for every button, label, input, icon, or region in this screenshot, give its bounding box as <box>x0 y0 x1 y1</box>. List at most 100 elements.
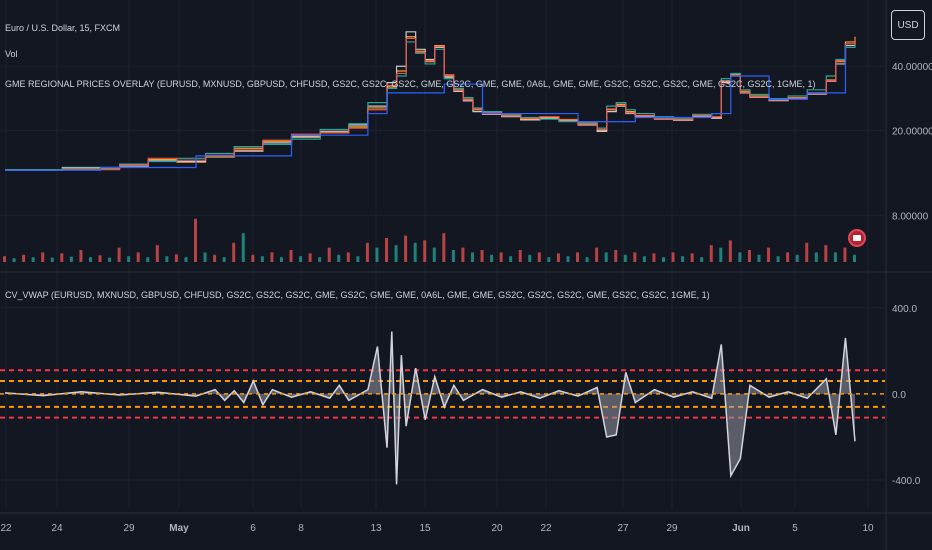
time-axis-tick-label: May <box>169 523 189 534</box>
price-series-line <box>5 31 856 171</box>
volume-bar <box>260 256 264 262</box>
price-series-line <box>5 36 856 171</box>
volume-bar <box>623 254 627 262</box>
time-axis-tick-label: 8 <box>298 523 304 534</box>
time-axis-tick-label: 22 <box>0 523 12 534</box>
volume-bar <box>241 233 245 262</box>
volume-bar <box>681 256 685 262</box>
volume-bar <box>346 252 350 262</box>
time-axis-tick-label: 22 <box>540 523 552 534</box>
volume-bar <box>222 257 226 262</box>
time-axis-tick-label: 29 <box>123 523 135 534</box>
oscillator-axis-tick-label: -400.0 <box>892 476 921 487</box>
volume-bar <box>470 252 474 262</box>
volume-bar <box>690 253 694 262</box>
volume-bar <box>566 256 570 262</box>
volume-bar <box>585 257 589 262</box>
volume-bar <box>146 257 150 262</box>
oscillator-area <box>5 331 855 485</box>
time-axis-tick-label: 29 <box>666 523 678 534</box>
volume-bar <box>356 256 360 262</box>
price-axis-tick-label: 20.00000 <box>892 126 932 137</box>
volume-bar <box>423 240 427 262</box>
volume-bar <box>499 252 503 262</box>
volume-bar <box>633 252 637 262</box>
price-series-line <box>5 37 856 171</box>
currency-button[interactable]: USD <box>891 10 925 40</box>
volume-bar <box>213 254 217 262</box>
time-axis-tick-label: 20 <box>491 523 503 534</box>
volume-bar <box>203 252 207 262</box>
volume-bar <box>576 252 580 262</box>
symbol-title: Euro / U.S. Dollar, 15, FXCM <box>5 23 121 33</box>
volume-bar <box>394 245 398 262</box>
volume-bar <box>60 253 64 262</box>
volume-bar <box>375 247 379 262</box>
volume-bar <box>79 250 83 262</box>
volume-bar <box>289 250 293 262</box>
volume-bar <box>709 245 713 262</box>
volume-indicator-label: Vol <box>5 49 18 59</box>
time-axis-tick-label: 5 <box>792 523 798 534</box>
volume-bar <box>251 254 255 262</box>
volume-bar <box>308 253 312 262</box>
volume-bar <box>194 218 198 262</box>
volume-bar <box>767 247 771 262</box>
volume-bar <box>700 257 704 262</box>
time-axis-tick-label: Jun <box>732 523 750 534</box>
volume-bar <box>518 250 522 262</box>
volume-bar <box>279 257 283 262</box>
volume-bar <box>98 255 102 262</box>
volume-bar <box>614 250 618 262</box>
time-axis-tick-label: 13 <box>370 523 382 534</box>
volume-bar <box>451 250 455 262</box>
us-flag-icon[interactable] <box>848 229 866 247</box>
volume-bar <box>671 252 675 262</box>
volume-bar <box>652 253 656 262</box>
oscillator-axis-tick-label: 400.0 <box>892 304 917 315</box>
volume-bar <box>805 242 809 262</box>
volume-bar <box>814 252 818 262</box>
volume-bar <box>12 258 16 262</box>
volume-bar <box>604 252 608 262</box>
price-axis-tick-label: 40.00000 <box>892 62 932 73</box>
volume-bar <box>642 256 646 262</box>
volume-bar <box>22 254 26 262</box>
time-axis-tick-label: 24 <box>51 523 63 534</box>
time-axis-tick-label: 10 <box>862 523 874 534</box>
oscillator-axis-tick-label: 0.0 <box>892 390 906 401</box>
price-series-line <box>5 45 847 171</box>
time-axis-tick-label: 15 <box>419 523 431 534</box>
volume-bar <box>69 256 73 262</box>
volume-bar <box>480 250 484 262</box>
volume-bar <box>3 256 6 262</box>
volume-bar <box>88 257 92 262</box>
volume-bar <box>337 254 341 262</box>
volume-bar <box>136 252 140 262</box>
volume-bar <box>327 247 331 262</box>
volume-bar <box>413 242 417 262</box>
volume-bar <box>719 247 723 262</box>
volume-bar <box>556 253 560 262</box>
volume-bar <box>155 245 159 262</box>
volume-bar <box>757 254 761 262</box>
volume-bar <box>853 254 856 262</box>
volume-bar <box>31 257 35 262</box>
volume-bar <box>50 257 54 262</box>
volume-bar <box>728 240 732 262</box>
overlay-indicator-label: GME REGIONAL PRICES OVERLAY (EURUSD, MXN… <box>5 79 816 89</box>
volume-bar <box>537 252 541 262</box>
volume-bar <box>127 256 131 262</box>
volume-bar <box>738 252 742 262</box>
volume-bar <box>165 256 169 262</box>
volume-bar <box>385 238 389 262</box>
volume-bar <box>174 254 178 262</box>
time-axis-tick-label: 6 <box>250 523 256 534</box>
volume-bar <box>824 245 828 262</box>
time-axis-tick-label: 27 <box>617 523 629 534</box>
volume-bar <box>232 242 236 262</box>
volume-bar <box>795 254 799 262</box>
oscillator-line <box>4 331 856 485</box>
volume-bar <box>747 250 751 262</box>
